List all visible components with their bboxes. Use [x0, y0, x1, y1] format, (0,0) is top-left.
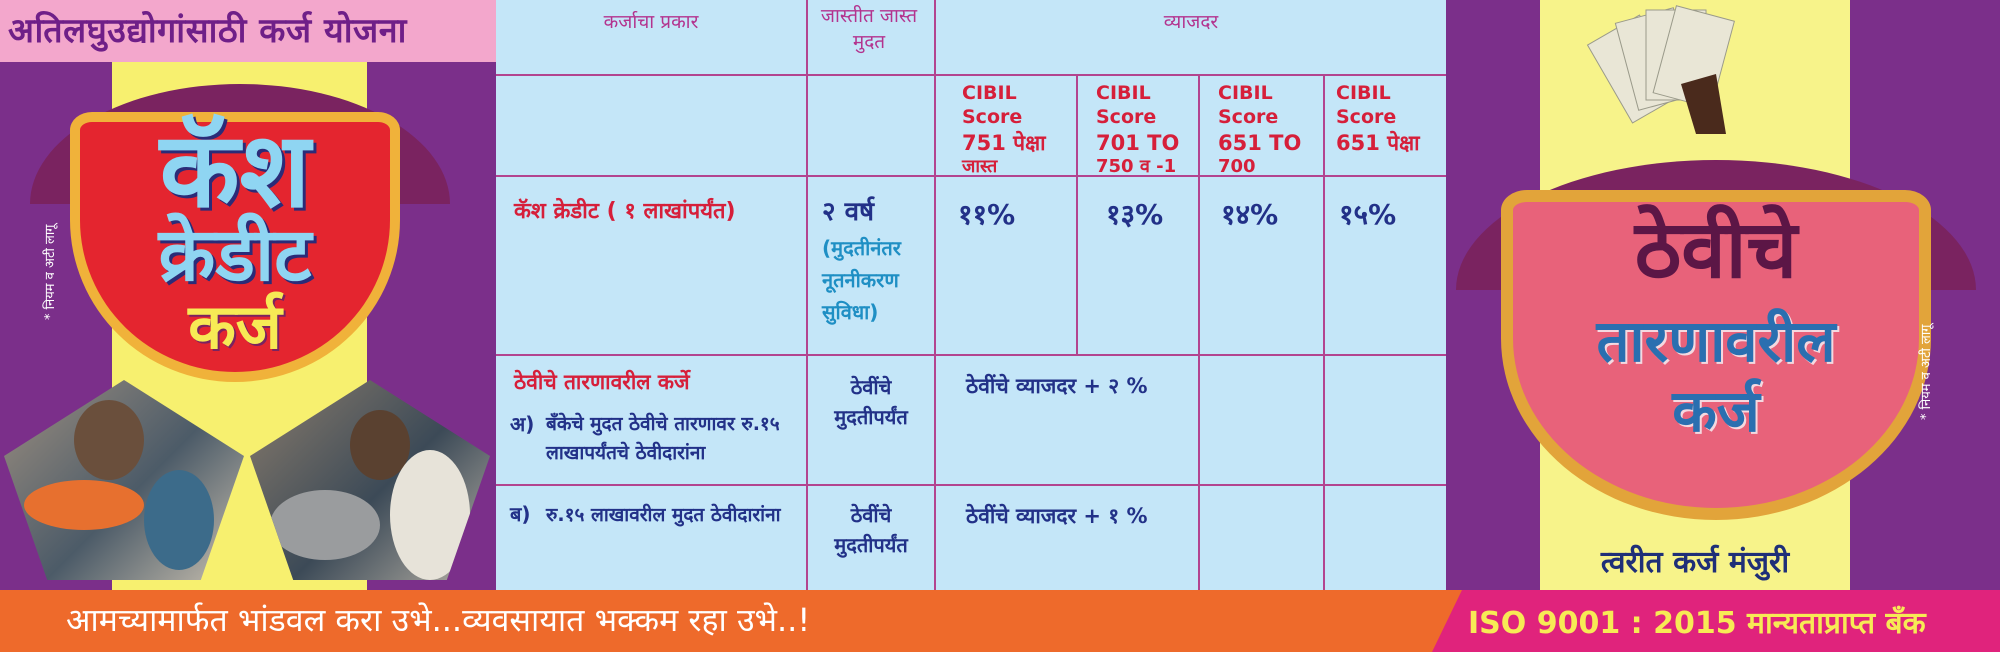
cash-credit-term: २ वर्ष [822, 197, 875, 227]
deposit-b-term: ठेवींचे मुदतीपर्यंत [834, 503, 908, 557]
grid-line [496, 354, 1446, 356]
terms-note: * नियम व अटी लागू [43, 224, 58, 320]
grid-line [496, 74, 1446, 76]
deposit-b-desc: रु.१५ लाखावरील मुदत ठेवीदारांना [546, 504, 781, 526]
rate-cibil-1: ११% [958, 198, 1016, 231]
deposit-a-rate: ठेवींचे व्याजदर + २ % [966, 374, 1148, 398]
deposit-a-desc: बँकेचे मुदत ठेवीचे तारणावर रु.१५ लाखापर्… [546, 413, 780, 464]
cibil-band-3: CIBIL Score 651 TO 700 [1218, 82, 1302, 177]
rate-cibil-4: १५% [1339, 198, 1397, 231]
deposit-b-rate: ठेवींचे व्याजदर + १ % [966, 504, 1148, 528]
header-interest: व्याजदर [1163, 11, 1219, 33]
cash-credit-type: कॅश क्रेडीट ( १ लाखांपर्यंत) [514, 199, 736, 224]
grid-line [806, 0, 808, 590]
cash-title-line1: कॅश [159, 109, 311, 231]
grid-line [1076, 74, 1078, 354]
cash-title-line3: कर्ज [188, 290, 282, 363]
quick-approval-tagline: त्वरीत कर्ज मंजुरी [1600, 545, 1790, 580]
scheme-title: अतिलघुउद्योगांसाठी कर्ज योजना [8, 11, 407, 51]
scheme-title-bar: अतिलघुउद्योगांसाठी कर्ज योजना [0, 0, 496, 62]
grid-line [496, 175, 1446, 177]
footer-iso-panel [1432, 590, 2000, 652]
deposit-a-label: अ) [510, 412, 535, 436]
cibil-band-2: CIBIL Score 701 TO 750 व -1 [1096, 82, 1180, 177]
cibil-band-4: CIBIL Score 651 पेक्षा [1336, 82, 1420, 155]
deposit-loan-title: ठेवीचे तारणावरील कर्जे [514, 370, 690, 394]
deposit-title-line3: कर्ज [1672, 377, 1760, 445]
cash-credit-banner: अतिलघुउद्योगांसाठी कर्ज योजना कॅश क्रेडी… [0, 0, 496, 590]
red-shield [70, 112, 400, 382]
deposit-b-label: ब) [510, 502, 531, 526]
deposit-a-term: ठेवींचे मुदतीपर्यंत [834, 375, 908, 429]
grid-line [1198, 74, 1200, 590]
terms-note: * नियम व अटी लागू [1919, 324, 1934, 420]
rate-cibil-2: १३% [1106, 198, 1164, 231]
cibil-band-1: CIBIL Score 751 पेक्षा जास्त [962, 82, 1046, 177]
deposit-loan-banner: ठेवीचे तारणावरील कर्ज त्वरीत कर्ज मंजुरी… [1446, 0, 2000, 590]
grid-line [934, 0, 936, 590]
header-loan-type: कर्जाचा प्रकार [603, 11, 699, 33]
cash-bundle-icon [1586, 5, 1735, 134]
cash-credit-term-note: (मुदतीनंतर नूतनीकरण सुविधा) [822, 236, 901, 324]
loan-rate-table: कर्जाचा प्रकार जास्तीत जास्त मुदत व्याजद… [496, 0, 1446, 590]
rate-cibil-3: १४% [1221, 198, 1279, 231]
cash-title-line2: क्रेडीट [158, 212, 312, 298]
deposit-title-line1: ठेवीचे [1634, 203, 1798, 296]
header-max-term: जास्तीत जास्त मुदत [820, 5, 918, 53]
footer-slogan: आमच्यामार्फत भांडवल करा उभे...व्यवसायात … [66, 601, 811, 639]
iso-certification: ISO 9001 : 2015 मान्यताप्राप्त बँक [1468, 606, 1926, 641]
deposit-title-line2: तारणावरील [1596, 307, 1836, 375]
grid-line [1323, 74, 1325, 590]
grid-line [496, 484, 1446, 486]
